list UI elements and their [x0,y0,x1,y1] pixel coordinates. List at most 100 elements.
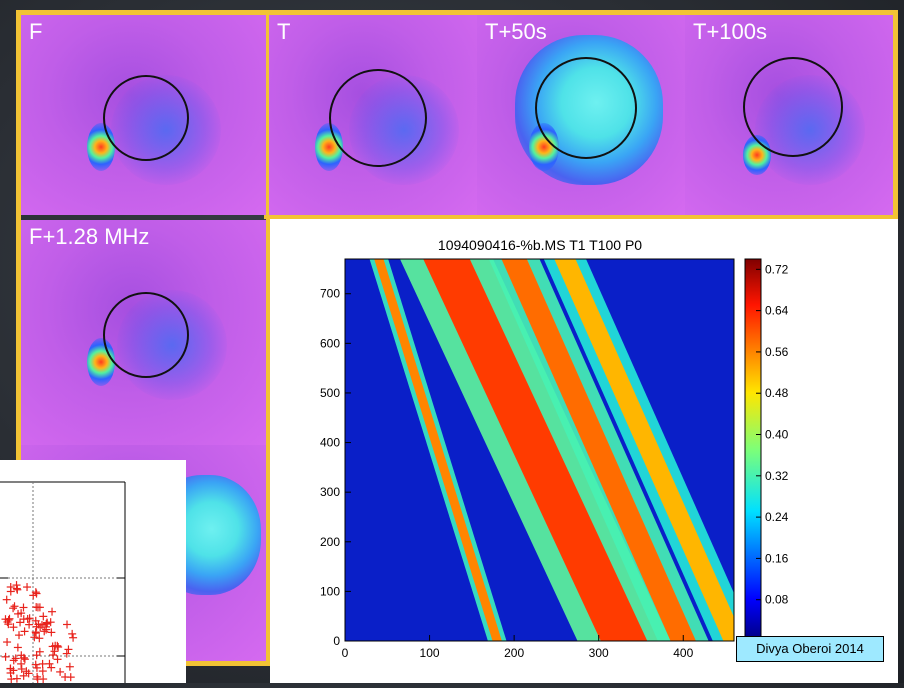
scatter-point [9,656,18,665]
spectrum-band-2 [501,259,696,641]
scatter-point [15,631,24,640]
colorbar-ticks: 0.08 0.16 0.24 0.32 0.40 0.48 0.56 0.64 0.72 [756,262,789,607]
colorbar [744,258,762,642]
scatter-point [42,618,51,627]
scatter-point [51,641,60,650]
y-tick-label: 200 [320,535,340,549]
scatter-point [20,655,29,664]
spectrum-band-3 [554,259,734,641]
y-tick-label: 100 [320,584,340,598]
scatter-point [19,671,28,680]
scatter-point [7,675,16,684]
panel-t100-label: T+100s [693,19,767,44]
scatter-point [33,675,42,684]
scatter-point [25,620,34,629]
scatter-point [53,655,62,664]
panel-t-label: T [277,19,291,44]
scatter-point [17,651,26,660]
colorbar-tick-label: 0.56 [765,345,789,359]
spectrum-svg: 1094090416-%b.MS T1 T100 P0 0 100 200 300 40… [320,237,789,660]
chart-title: 1094090416-%b.MS T1 T100 P0 [438,237,642,253]
colorbar-tick-label: 0.48 [765,386,789,400]
inset-scatter-plot [0,460,186,684]
y-tick-label: 0 [333,634,340,648]
scatter-point [22,667,31,676]
scatter-point [38,659,47,668]
scatter-point [35,647,44,656]
scatter-point [9,666,18,675]
scatter-point [19,615,28,624]
scatter-point [9,623,18,632]
panel-t100: T+100s [685,15,893,215]
y-tick-label: 400 [320,436,340,450]
scatter-point [14,609,23,618]
x-tick-label: 0 [342,646,349,660]
x-tick-label: 100 [420,646,440,660]
y-ticks: 0 100 200 300 400 500 600 700 [320,287,351,648]
scatter-point [38,667,47,676]
spectrum-bands [369,259,734,641]
scatter-point [65,662,74,671]
inset-scatter-svg [0,481,126,684]
x-tick-label: 200 [504,646,524,660]
y-tick-label: 500 [320,386,340,400]
sun-disk-circle [329,69,427,167]
y-tick-label: 300 [320,485,340,499]
scatter-point [13,643,22,652]
scatter-point [17,664,26,673]
scatter-point [69,633,78,642]
scatter-point [31,588,40,597]
scatter-point [39,612,48,621]
panel-t50-label: T+50s [485,19,547,44]
y-tick-label: 700 [320,287,340,301]
scatter-point [4,616,13,625]
x-tick-label: 400 [673,646,693,660]
scatter-point [63,620,72,629]
scatter-point [31,616,40,625]
scatter-point [56,667,65,676]
scatter-point [68,629,77,638]
scatter-point [64,645,73,654]
scatter-point [12,581,21,590]
panel-f128: F+1.28 MHz [21,220,266,445]
scatter-point [61,672,70,681]
scatter-point [3,638,12,647]
y-tick-label: 600 [320,336,340,350]
sun-disk-circle [103,75,189,161]
scatter-point [42,625,51,634]
scatter-point [49,651,58,660]
scatter-point [50,647,59,656]
scatter-point [32,663,41,672]
scatter-point [23,583,32,592]
top-row-frame [264,10,898,219]
spectrum-band-0 [374,259,502,641]
scatter-point [40,627,49,636]
plot-frame [344,258,735,642]
scatter-point [17,659,26,668]
colorbar-tick-label: 0.16 [765,551,789,565]
colorbar-tick-label: 0.24 [765,510,789,524]
colorbar-tick-label: 0.08 [765,593,789,607]
scatter-point [11,654,20,663]
scatter-point [45,659,54,668]
scatter-point [36,623,45,632]
scatter-point [47,628,56,637]
panel-f128-label: F+1.28 MHz [29,224,150,249]
sun-disk-circle [103,292,189,378]
panel-f-label: F [29,19,43,44]
scatter-point [31,628,40,637]
scatter-point [2,595,11,604]
scatter-point [9,604,18,613]
credit-label: Divya Oberoi 2014 [736,636,884,662]
scatter-point [33,603,42,612]
colorbar-tick-label: 0.40 [765,428,789,442]
scatter-point [20,627,29,636]
scatter-point [19,603,28,612]
colorbar-tick-label: 0.64 [765,304,789,318]
scatter-point [10,602,19,611]
spectrum-plot-box: 1094090416-%b.MS T1 T100 P0 0 100 200 300 40… [270,219,898,683]
panel-t: T [269,15,477,215]
panel-f: F [21,15,266,215]
x-tick-label: 300 [589,646,609,660]
sun-disk-circle [743,57,843,157]
